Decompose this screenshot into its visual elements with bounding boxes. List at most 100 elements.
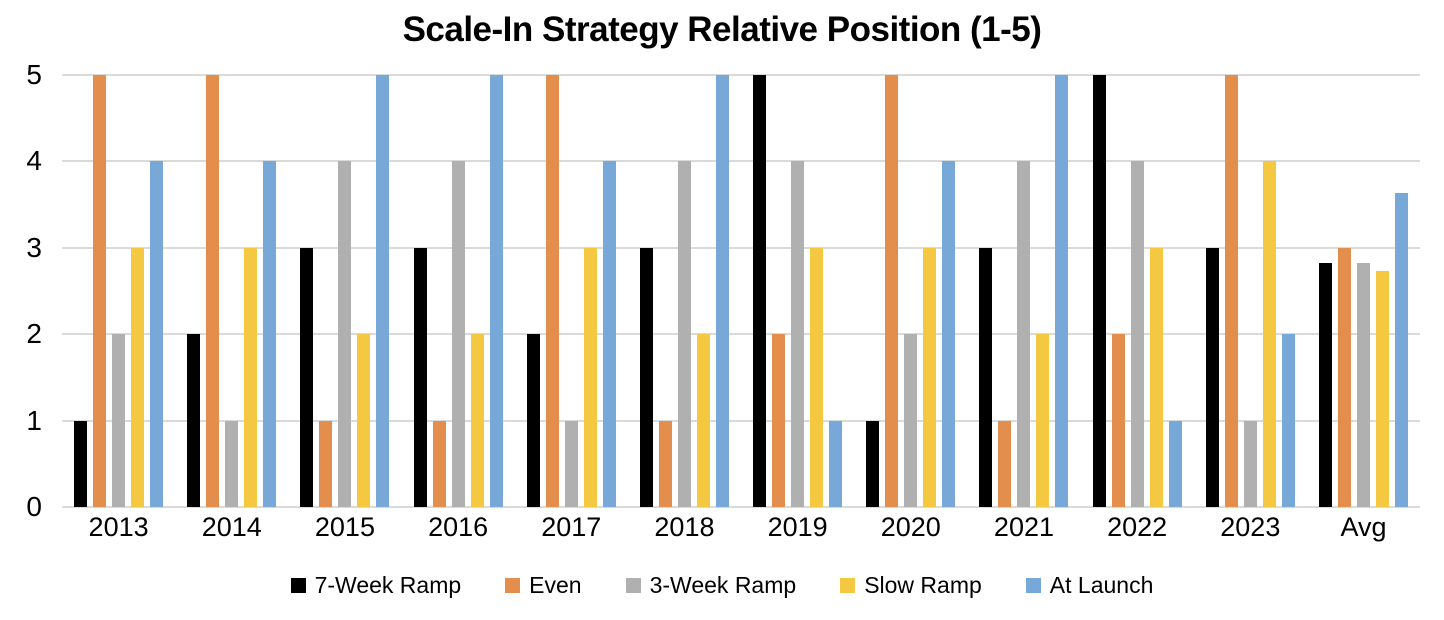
bar-2023-7-week-ramp	[1205, 247, 1219, 507]
legend-swatch-icon	[290, 578, 306, 593]
y-tick-label-1: 1	[26, 404, 42, 436]
bar-2022-3-week-ramp	[1130, 161, 1144, 507]
bar-2021-7-week-ramp	[979, 247, 993, 507]
bar-2023-even	[1224, 75, 1238, 507]
bar-2021-slow-ramp	[1036, 334, 1050, 507]
bar-Avg-at-launch	[1394, 192, 1408, 507]
x-tick-label-2014: 2014	[201, 512, 262, 542]
bar-2022-even	[1111, 334, 1125, 507]
bar-Avg-3-week-ramp	[1356, 263, 1370, 507]
bar-group-2015	[288, 75, 401, 507]
bar-group-2022	[1081, 75, 1194, 507]
x-tick-label-2022: 2022	[1107, 512, 1168, 542]
legend-swatch-icon	[840, 578, 856, 593]
legend-swatch-icon	[625, 578, 641, 593]
x-tick-label-2021: 2021	[993, 512, 1054, 542]
bar-group-2017	[515, 75, 628, 507]
bar-2013-3-week-ramp	[112, 334, 126, 507]
x-tick-label-2019: 2019	[767, 512, 828, 542]
bar-2017-7-week-ramp	[526, 334, 540, 507]
bar-2014-slow-ramp	[244, 247, 258, 507]
bar-2020-even	[885, 75, 899, 507]
bar-group-2018	[628, 75, 741, 507]
legend-item-7-week-ramp: 7-Week Ramp	[290, 572, 462, 599]
legend-label: 7-Week Ramp	[314, 572, 462, 598]
bar-2016-even	[432, 420, 446, 507]
bar-group-2016	[402, 75, 515, 507]
bar-2019-slow-ramp	[810, 247, 824, 507]
bar-2015-even	[319, 420, 333, 507]
bar-2019-3-week-ramp	[791, 161, 805, 507]
bar-2020-7-week-ramp	[866, 420, 880, 507]
bar-2016-7-week-ramp	[413, 247, 427, 507]
bar-2021-even	[998, 420, 1012, 507]
bar-2013-at-launch	[150, 161, 164, 507]
bar-2016-at-launch	[489, 75, 503, 507]
bar-2017-3-week-ramp	[564, 420, 578, 507]
bar-2023-at-launch	[1281, 334, 1295, 507]
y-tick-label-0: 0	[26, 491, 42, 522]
bar-2017-even	[545, 75, 559, 507]
plot-area	[62, 74, 1420, 508]
bar-2013-7-week-ramp	[74, 420, 88, 507]
bar-Avg-slow-ramp	[1375, 271, 1389, 507]
x-tick-label-2023: 2023	[1220, 512, 1281, 542]
bar-2015-7-week-ramp	[300, 247, 314, 507]
y-tick-label-5: 5	[26, 59, 42, 90]
bar-2019-even	[772, 334, 786, 507]
bar-2013-even	[93, 75, 107, 507]
y-tick-label-3: 3	[26, 231, 42, 263]
bar-2013-slow-ramp	[131, 247, 145, 507]
bar-group-2020	[854, 75, 967, 507]
bar-2021-3-week-ramp	[1017, 161, 1031, 507]
legend: 7-Week Ramp Even 3-Week Ramp Slow Ramp At La…	[0, 572, 1444, 599]
gridline-y-0	[62, 506, 1420, 508]
legend-swatch-icon	[1025, 578, 1041, 593]
gridline-y-1	[62, 419, 1420, 422]
bar-group-2021	[967, 75, 1080, 507]
legend-item-even: Even	[505, 572, 582, 599]
bar-Avg-even	[1337, 247, 1351, 507]
bar-2016-slow-ramp	[470, 334, 484, 507]
bar-group-2014	[175, 75, 288, 507]
bar-2020-slow-ramp	[923, 247, 937, 507]
bar-group-2019	[741, 75, 854, 507]
bar-2014-7-week-ramp	[187, 334, 201, 507]
x-tick-label-2017: 2017	[541, 512, 602, 542]
bar-2014-even	[206, 75, 220, 507]
bar-2015-slow-ramp	[357, 334, 371, 507]
x-tick-label-2020: 2020	[880, 512, 941, 542]
bar-2014-3-week-ramp	[225, 420, 239, 507]
bar-2018-even	[658, 420, 672, 507]
bar-2019-at-launch	[829, 420, 843, 507]
bar-2014-at-launch	[263, 161, 277, 507]
bar-2023-slow-ramp	[1262, 161, 1276, 507]
bar-2017-slow-ramp	[583, 247, 597, 507]
bar-2022-slow-ramp	[1149, 247, 1163, 507]
x-tick-label-2015: 2015	[314, 512, 375, 542]
bar-2017-at-launch	[602, 161, 616, 507]
bar-group-2013	[62, 75, 175, 507]
legend-item-at-launch: At Launch	[1025, 572, 1153, 599]
bar-2023-3-week-ramp	[1243, 420, 1257, 507]
x-tick-label-2016: 2016	[428, 512, 489, 542]
chart-title: Scale-In Strategy Relative Position (1-5…	[402, 10, 1042, 49]
bar-2015-3-week-ramp	[338, 161, 352, 507]
bar-2019-7-week-ramp	[753, 75, 767, 507]
bar-2020-at-launch	[942, 161, 956, 507]
bar-group-2023	[1194, 75, 1307, 507]
legend-label: 3-Week Ramp	[649, 572, 797, 598]
bar-2018-3-week-ramp	[677, 161, 691, 507]
bar-2021-at-launch	[1055, 75, 1069, 507]
bar-Avg-7-week-ramp	[1318, 263, 1332, 507]
x-axis: 2013 2014 2015 2016 2017 2018 2019 2020 2021 2022…	[62, 512, 1420, 543]
x-tick-label-2018: 2018	[654, 512, 715, 542]
bar-groups	[62, 75, 1420, 507]
x-tick-label-Avg: Avg	[1340, 512, 1387, 542]
bar-2022-at-launch	[1168, 420, 1182, 507]
legend-swatch-icon	[505, 578, 521, 593]
y-tick-label-2: 2	[26, 318, 42, 350]
y-tick-label-4: 4	[26, 145, 42, 177]
legend-label: Even	[529, 572, 582, 598]
